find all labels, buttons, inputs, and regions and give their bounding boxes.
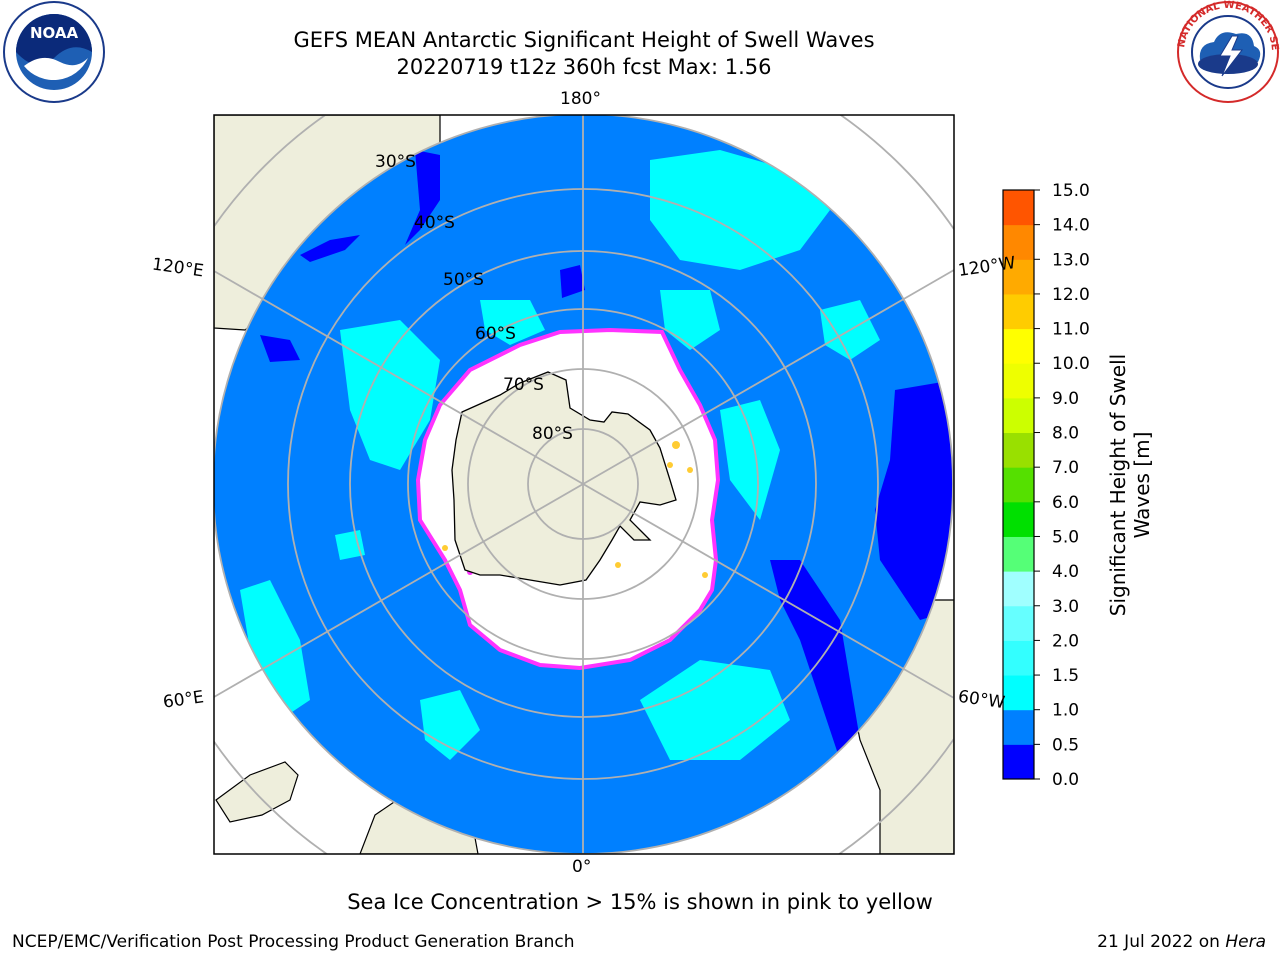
noaa-logo: NOAA <box>3 1 105 103</box>
colorbar-tick-label: 0.5 <box>1052 735 1079 755</box>
graticule <box>214 115 954 854</box>
colorbar-tick-label: 5.0 <box>1052 527 1079 547</box>
colorbar-segment <box>1003 640 1034 676</box>
colorbar-segment <box>1003 744 1034 780</box>
colorbar-tick-label: 11.0 <box>1052 320 1090 340</box>
colorbar-segment <box>1003 363 1034 399</box>
plot-subtitle: 20220719 t12z 360h fcst Max: 1.56 <box>396 55 772 79</box>
colorbar-tick-label: 12.0 <box>1052 285 1090 305</box>
lat-label-80s: 80°S <box>532 424 573 444</box>
noaa-logo-text: NOAA <box>30 24 79 42</box>
footer-host: Hera <box>1225 932 1266 952</box>
colorbar-border <box>1002 189 1035 780</box>
sea-ice-caption: Sea Ice Concentration > 15% is shown in … <box>347 890 933 914</box>
colorbar-tick-label: 10.0 <box>1052 354 1090 374</box>
colorbar-segment <box>1003 432 1034 468</box>
antarctica-landmass <box>451 371 677 586</box>
colorbar-tick-label: 14.0 <box>1052 216 1090 236</box>
lon-label-0: 0° <box>572 857 592 877</box>
lat-label-60s: 60°S <box>475 324 516 344</box>
footer-date-text: 21 Jul 2022 on <box>1097 932 1226 952</box>
colorbar-tick-label: 0.0 <box>1052 770 1079 790</box>
colorbar-tick-label: 1.0 <box>1052 701 1079 721</box>
lon-label-180: 180° <box>560 89 601 109</box>
lat-label-30s: 30°S <box>375 152 416 172</box>
colorbar-segment <box>1003 571 1034 607</box>
colorbar-segment <box>1003 224 1034 260</box>
colorbar-title-line2: Waves [m] <box>1130 431 1154 539</box>
colorbar-tick-label: 8.0 <box>1052 424 1079 444</box>
colorbar-tick-label: 4.0 <box>1052 562 1079 582</box>
colorbar-segment <box>1003 293 1034 330</box>
colorbar-title: Significant Height of Swell Waves [m] <box>1106 325 1154 645</box>
colorbar-tick-label: 15.0 <box>1052 181 1090 201</box>
colorbar-title-line1: Significant Height of Swell <box>1106 353 1130 617</box>
colorbar-tick-label: 3.0 <box>1052 597 1079 617</box>
colorbar-tick-label: 2.0 <box>1052 631 1079 651</box>
lat-label-40s: 40°S <box>414 213 455 233</box>
footer-credit: NCEP/EMC/Verification Post Processing Pr… <box>12 932 575 952</box>
lat-label-70s: 70°S <box>503 375 544 395</box>
colorbar-segment <box>1003 709 1034 745</box>
colorbar-segment <box>1003 467 1034 503</box>
colorbar-tick-label: 6.0 <box>1052 493 1079 513</box>
colorbar-tick-label: 9.0 <box>1052 389 1079 409</box>
colorbar-tick-label: 1.5 <box>1052 666 1079 686</box>
colorbar-segment <box>1003 675 1034 711</box>
colorbar-segment <box>1003 605 1034 641</box>
colorbar: 0.0 0.5 1.0 1.5 2.0 3.0 4.0 5.0 6.0 7.0 8.0 9.0 10.0… <box>1002 181 1090 790</box>
plot-title: GEFS MEAN Antarctic Significant Height o… <box>293 28 875 52</box>
colorbar-segment <box>1003 536 1034 572</box>
nws-logo: NATIONAL WEATHER SERVICE <box>1176 0 1280 103</box>
colorbar-tick-label: 7.0 <box>1052 458 1079 478</box>
lat-label-50s: 50°S <box>443 270 484 290</box>
colorbar-segment <box>1003 501 1034 537</box>
colorbar-segment <box>1003 397 1034 434</box>
colorbar-segment <box>1003 328 1034 364</box>
colorbar-tick-label: 13.0 <box>1052 250 1090 270</box>
colorbar-segment <box>1003 259 1034 295</box>
footer-date: 21 Jul 2022 on Hera <box>1097 932 1266 952</box>
colorbar-segment <box>1003 190 1034 226</box>
map-frame <box>213 114 955 855</box>
